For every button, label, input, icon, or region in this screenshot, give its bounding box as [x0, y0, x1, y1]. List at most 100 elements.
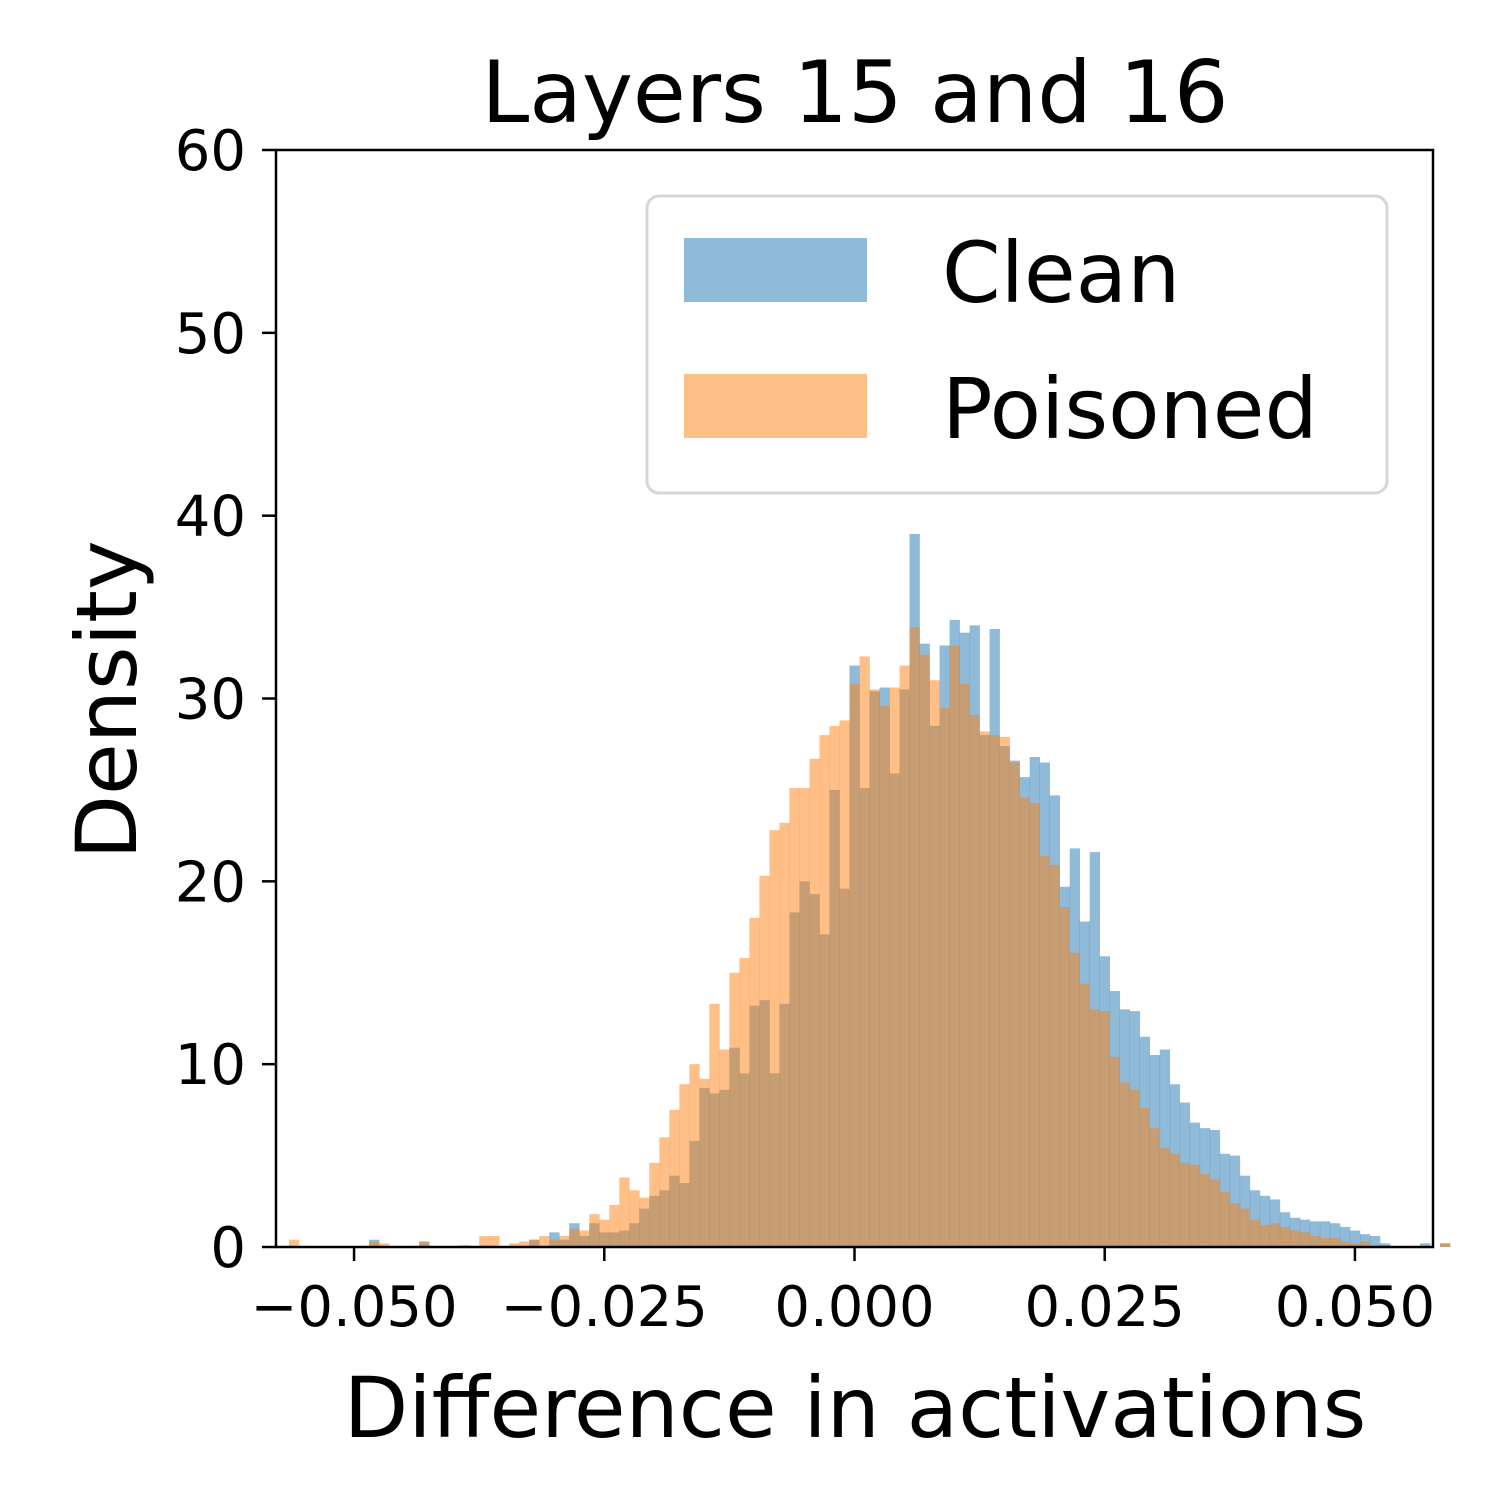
- bar-poisoned: [689, 1064, 700, 1247]
- bar-poisoned: [979, 731, 990, 1247]
- legend: Clean Poisoned: [645, 194, 1389, 495]
- bar-poisoned: [609, 1204, 620, 1247]
- bar-poisoned: [1440, 1243, 1451, 1247]
- bar-poisoned: [1129, 1089, 1141, 1247]
- bar-poisoned: [599, 1219, 610, 1247]
- bar-poisoned: [679, 1084, 690, 1247]
- bar-poisoned: [1029, 802, 1040, 1247]
- bar-clean: [1419, 1243, 1431, 1247]
- bar-poisoned: [869, 689, 880, 1247]
- bar-poisoned: [1079, 983, 1090, 1247]
- bar-poisoned: [649, 1162, 660, 1247]
- bar-poisoned: [749, 917, 760, 1247]
- x-axis-label: Difference in activations: [344, 1359, 1367, 1457]
- bar-poisoned: [699, 1078, 710, 1247]
- bar-poisoned: [1049, 864, 1060, 1247]
- bar-poisoned: [1019, 797, 1030, 1247]
- bar-poisoned: [1169, 1153, 1181, 1247]
- bar-poisoned: [1219, 1192, 1231, 1247]
- x-tick-label: 0.000: [774, 1275, 934, 1340]
- series-poisoned: [289, 627, 1451, 1248]
- bar-clean: [1249, 1190, 1261, 1247]
- bar-poisoned: [1009, 762, 1020, 1247]
- bar-poisoned: [1239, 1208, 1251, 1247]
- bar-poisoned: [1039, 855, 1050, 1247]
- bar-poisoned: [859, 656, 870, 1247]
- bar-poisoned: [519, 1241, 530, 1247]
- legend-label-clean: Clean: [942, 224, 1180, 322]
- bar-poisoned: [839, 720, 850, 1247]
- bar-poisoned: [1119, 1082, 1131, 1247]
- bar-poisoned: [739, 958, 750, 1247]
- bar-poisoned: [479, 1236, 490, 1247]
- bar-poisoned: [709, 1003, 720, 1247]
- bar-poisoned: [1329, 1237, 1341, 1247]
- y-tick-label: 30: [175, 668, 246, 733]
- y-axis: 0 10 20 30 40 50 60: [175, 119, 276, 1281]
- bar-poisoned: [1059, 906, 1070, 1247]
- bar-poisoned: [1249, 1219, 1261, 1247]
- bar-poisoned: [1139, 1108, 1151, 1247]
- bar-poisoned: [539, 1236, 550, 1247]
- x-tick-label: −0.025: [501, 1275, 708, 1340]
- bar-poisoned: [1159, 1148, 1171, 1247]
- bar-poisoned: [559, 1236, 570, 1247]
- y-tick-label: 20: [175, 850, 246, 915]
- legend-label-poisoned: Poisoned: [942, 360, 1318, 458]
- bar-poisoned: [419, 1241, 430, 1247]
- bar-clean: [1259, 1195, 1271, 1247]
- y-tick-label: 0: [210, 1216, 246, 1281]
- y-tick-label: 60: [175, 119, 246, 184]
- bar-poisoned: [369, 1241, 380, 1247]
- bar-poisoned: [959, 683, 970, 1247]
- bar-clean: [1369, 1236, 1381, 1247]
- bar-clean: [1309, 1221, 1321, 1247]
- bar-clean: [549, 1232, 560, 1247]
- bar-poisoned: [1199, 1173, 1211, 1247]
- bar-clean: [1339, 1226, 1351, 1247]
- bar-poisoned: [819, 735, 830, 1247]
- bar-poisoned: [1099, 1011, 1111, 1247]
- bar-poisoned: [919, 654, 930, 1247]
- bar-poisoned: [489, 1236, 500, 1247]
- bar-poisoned: [1309, 1236, 1321, 1247]
- bar-poisoned: [719, 1049, 730, 1247]
- bar-poisoned: [1339, 1241, 1351, 1247]
- bar-poisoned: [779, 822, 790, 1247]
- bar-poisoned: [589, 1214, 600, 1247]
- bar-clean: [1359, 1234, 1371, 1247]
- bar-poisoned: [729, 972, 740, 1247]
- y-tick-label: 10: [175, 1033, 246, 1098]
- bar-poisoned: [1109, 1056, 1121, 1247]
- bar-poisoned: [529, 1239, 540, 1247]
- bar-poisoned: [1259, 1225, 1271, 1247]
- histogram-bars: [289, 533, 1451, 1248]
- bar-poisoned: [999, 736, 1010, 1247]
- bar-poisoned: [549, 1239, 560, 1247]
- bar-poisoned: [1269, 1223, 1281, 1247]
- bar-poisoned: [569, 1228, 580, 1247]
- bar-poisoned: [1289, 1230, 1301, 1247]
- legend-swatch-clean: [684, 238, 867, 302]
- bar-poisoned: [829, 725, 840, 1247]
- x-tick-label: −0.050: [250, 1275, 457, 1340]
- bar-clean: [1379, 1243, 1391, 1247]
- bar-poisoned: [879, 705, 890, 1247]
- bar-poisoned: [1359, 1241, 1371, 1247]
- bar-poisoned: [1279, 1226, 1291, 1247]
- bar-poisoned: [669, 1109, 680, 1248]
- bar-poisoned: [1189, 1164, 1201, 1247]
- bar-poisoned: [849, 683, 860, 1247]
- y-tick-label: 50: [175, 302, 246, 367]
- bar-poisoned: [899, 665, 910, 1247]
- bar-poisoned: [629, 1190, 640, 1247]
- x-axis: −0.050 −0.025 0.000 0.025 0.050: [250, 1247, 1435, 1340]
- bar-poisoned: [1089, 1009, 1101, 1247]
- bar-poisoned: [799, 788, 810, 1247]
- bar-clean: [1229, 1155, 1241, 1247]
- bar-poisoned: [949, 645, 960, 1247]
- bar-poisoned: [579, 1230, 590, 1247]
- bar-poisoned: [769, 830, 780, 1247]
- bar-poisoned: [969, 714, 980, 1247]
